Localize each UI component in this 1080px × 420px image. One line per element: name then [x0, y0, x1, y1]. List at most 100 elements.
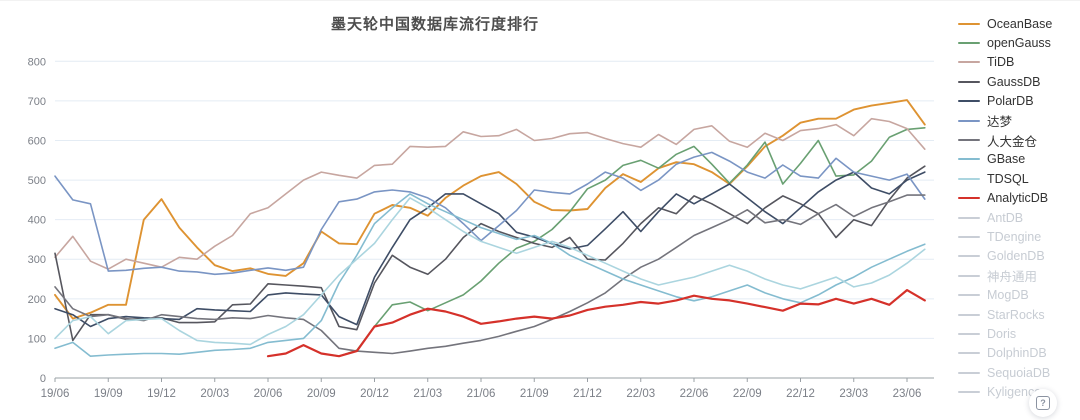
legend-label: GaussDB	[987, 74, 1041, 89]
chart-area: 墨天轮中国数据库流行度排行 0 100 200 300 400 500 600 700 800 1…	[0, 1, 956, 415]
legend-label: Kyligence	[987, 385, 1042, 400]
x-tick-label: 21/03	[413, 388, 442, 400]
legend-label: openGauss	[987, 36, 1051, 51]
legend-label: MogDB	[987, 288, 1029, 303]
legend-label: 达梦	[987, 115, 1013, 130]
legend-label: StarRocks	[987, 307, 1045, 322]
series-line-PolarDB	[54, 171, 926, 328]
y-tick-label: 200	[28, 294, 46, 306]
legend-item-OceanBase[interactable]: OceanBase	[958, 14, 1080, 33]
legend-label: 神舟通用	[987, 270, 1038, 285]
line-chart-plot: 0 100 200 300 400 500 600 700 800 19/06 19/09 19/12…	[28, 56, 934, 400]
legend-label: TDSQL	[987, 171, 1029, 186]
x-tick-label: 20/12	[360, 388, 389, 400]
y-tick-label: 400	[28, 215, 46, 227]
x-tick-label: 23/06	[893, 388, 922, 400]
legend-label: GBase	[987, 152, 1026, 167]
legend-item-GaussDB[interactable]: GaussDB	[958, 72, 1080, 91]
x-tick-label: 22/06	[680, 388, 709, 400]
x-tick-label: 22/09	[733, 388, 762, 400]
legend-label: TiDB	[987, 55, 1015, 70]
series-line-GaussDB	[54, 165, 926, 342]
legend-label: OceanBase	[987, 16, 1053, 31]
series-line-达梦	[54, 151, 926, 276]
x-tick-label: 22/03	[626, 388, 655, 400]
series-line-GBase	[54, 193, 926, 358]
legend-label: Doris	[987, 326, 1017, 341]
legend-item-Kyligence[interactable]: Kyligence	[958, 382, 1080, 401]
legend-swatch-icon	[958, 332, 980, 335]
legend-swatch-icon	[958, 216, 980, 219]
legend-swatch-icon	[958, 119, 980, 122]
x-tick-label: 21/12	[573, 388, 602, 400]
legend-swatch-icon	[958, 391, 980, 394]
x-tick-label: 21/06	[467, 388, 496, 400]
legend-label: GoldenDB	[987, 249, 1045, 264]
legend-label: DolphinDB	[987, 346, 1047, 361]
help-button[interactable]: ?	[1029, 389, 1057, 417]
legend-item-MogDB[interactable]: MogDB	[958, 285, 1080, 304]
legend-item-openGauss[interactable]: openGauss	[958, 33, 1080, 52]
series-line-人大金仓	[54, 194, 926, 355]
series-line-openGauss	[320, 127, 926, 358]
legend-item-GoldenDB[interactable]: GoldenDB	[958, 247, 1080, 266]
chart-legend: OceanBase openGauss TiDB GaussDB PolarDB 达梦人大…	[958, 14, 1080, 402]
help-icon: ?	[1036, 396, 1050, 410]
legend-item-TiDB[interactable]: TiDB	[958, 53, 1080, 72]
y-tick-label: 100	[28, 333, 46, 345]
y-tick-label: 600	[28, 135, 46, 147]
series-line-AnalyticDB	[266, 289, 926, 358]
x-tick-label: 22/12	[786, 388, 815, 400]
x-tick-label: 21/09	[520, 388, 549, 400]
legend-item-人大金仓[interactable]: 人大金仓	[958, 130, 1080, 149]
legend-item-TDengine[interactable]: TDengine	[958, 227, 1080, 246]
legend-item-DolphinDB[interactable]: DolphinDB	[958, 344, 1080, 363]
x-tick-label: 20/03	[200, 388, 229, 400]
legend-item-PolarDB[interactable]: PolarDB	[958, 92, 1080, 111]
legend-item-SequoiaDB[interactable]: SequoiaDB	[958, 363, 1080, 382]
x-tick-label: 20/09	[307, 388, 336, 400]
legend-swatch-icon	[958, 100, 980, 103]
legend-label: AntDB	[987, 210, 1024, 225]
series-line-TiDB	[54, 117, 926, 270]
legend-swatch-icon	[958, 61, 980, 64]
y-tick-label: 500	[28, 175, 46, 187]
legend-item-达梦[interactable]: 达梦	[958, 111, 1080, 130]
legend-swatch-icon	[958, 352, 980, 355]
legend-swatch-icon	[958, 235, 980, 238]
legend-swatch-icon	[958, 177, 980, 180]
x-tick-label: 23/03	[839, 388, 868, 400]
legend-label: SequoiaDB	[987, 365, 1051, 380]
legend-item-神舟通用[interactable]: 神舟通用	[958, 266, 1080, 285]
y-tick-label: 800	[28, 56, 46, 68]
legend-swatch-icon	[958, 22, 980, 25]
legend-item-AntDB[interactable]: AntDB	[958, 208, 1080, 227]
y-tick-label: 700	[28, 96, 46, 108]
x-tick-label: 19/12	[147, 388, 176, 400]
legend-swatch-icon	[958, 139, 980, 142]
y-tick-label: 0	[40, 373, 46, 385]
x-tick-label: 20/06	[254, 388, 283, 400]
legend-swatch-icon	[958, 255, 980, 258]
legend-swatch-icon	[958, 80, 980, 83]
legend-label: 人大金仓	[987, 134, 1038, 149]
legend-item-AnalyticDB[interactable]: AnalyticDB	[958, 189, 1080, 208]
legend-swatch-icon	[958, 158, 980, 161]
series-line-TDSQL	[54, 197, 926, 346]
legend-swatch-icon	[958, 294, 980, 297]
legend-label: PolarDB	[987, 94, 1034, 109]
series-line-OceanBase	[54, 99, 926, 320]
legend-swatch-icon	[958, 313, 980, 316]
legend-swatch-icon	[958, 274, 980, 277]
chart-title: 墨天轮中国数据库流行度排行	[330, 16, 539, 33]
legend-swatch-icon	[958, 371, 980, 374]
x-tick-label: 19/09	[94, 388, 123, 400]
legend-label: TDengine	[987, 229, 1042, 244]
legend-item-TDSQL[interactable]: TDSQL	[958, 169, 1080, 188]
x-tick-label: 19/06	[41, 388, 70, 400]
legend-item-GBase[interactable]: GBase	[958, 150, 1080, 169]
legend-swatch-icon	[958, 197, 980, 200]
legend-label: AnalyticDB	[987, 191, 1049, 206]
legend-item-Doris[interactable]: Doris	[958, 324, 1080, 343]
legend-item-StarRocks[interactable]: StarRocks	[958, 305, 1080, 324]
